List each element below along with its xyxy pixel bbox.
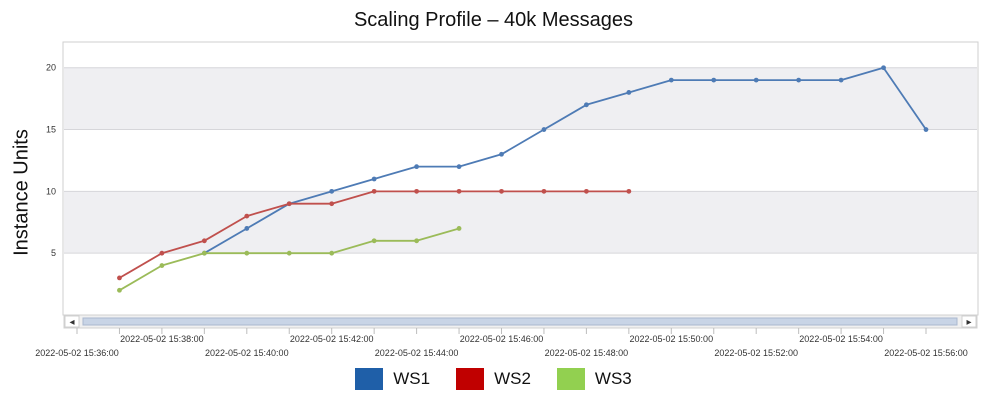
y-tick-label: 20	[46, 63, 56, 73]
legend-swatch	[355, 368, 384, 390]
data-point-ws1	[923, 127, 929, 132]
legend-item-ws1: WS1	[355, 368, 430, 390]
data-point-ws3	[371, 238, 377, 244]
legend-item-ws2: WS2	[456, 368, 531, 390]
data-point-ws1	[711, 77, 717, 83]
data-point-ws2	[456, 188, 462, 194]
data-point-ws2	[414, 188, 419, 194]
horizontal-scrollbar[interactable]: ◂ ▸	[63, 314, 978, 329]
data-point-ws3	[329, 250, 335, 256]
data-point-ws3	[159, 263, 165, 268]
data-point-ws3	[286, 250, 292, 256]
y-tick-labels: 5 10 15 20	[46, 63, 56, 258]
x-tick-label: 2022-05-02 15:54:00	[799, 334, 883, 344]
data-point-ws1	[456, 164, 462, 170]
data-point-ws1	[414, 164, 419, 170]
legend-label: WS1	[393, 369, 431, 388]
data-point-ws1	[753, 77, 759, 83]
data-point-ws3	[201, 250, 207, 256]
chart-title: Scaling Profile – 40k Messages	[353, 9, 634, 31]
x-tick-label: 2022-05-02 15:40:00	[205, 348, 289, 358]
data-point-ws1	[541, 127, 547, 132]
data-point-ws2	[117, 275, 122, 281]
x-tick-label: 2022-05-02 15:50:00	[630, 334, 714, 344]
data-point-ws1	[796, 77, 802, 83]
legend-item-ws3: WS3	[556, 368, 632, 390]
scrollbar-thumb[interactable]	[82, 317, 958, 326]
plot-band	[64, 191, 977, 254]
data-point-ws3	[414, 238, 419, 244]
data-point-ws1	[329, 188, 335, 194]
x-tick-label: 2022-05-02 15:46:00	[460, 334, 544, 344]
plot-band	[64, 67, 977, 130]
legend-label: WS3	[594, 369, 632, 388]
y-tick-label: 5	[51, 248, 56, 258]
x-tick-label: 2022-05-02 15:52:00	[714, 348, 798, 358]
legend-swatch	[456, 368, 485, 390]
data-point-ws1	[499, 151, 504, 157]
legend: WS1 WS2 WS3	[0, 368, 987, 390]
x-tick-label: 2022-05-02 15:42:00	[290, 334, 374, 344]
data-point-ws2	[329, 201, 335, 207]
data-point-ws2	[541, 188, 547, 194]
data-point-ws1	[668, 77, 674, 83]
data-point-ws1	[838, 77, 844, 83]
data-point-ws2	[626, 188, 632, 194]
scroll-left-icon: ◂	[69, 317, 74, 328]
data-point-ws2	[201, 238, 207, 244]
data-point-ws2	[584, 188, 589, 194]
x-tick-label: 2022-05-02 15:56:00	[884, 348, 968, 358]
data-point-ws3	[456, 226, 462, 231]
scroll-right-icon: ▸	[966, 317, 971, 328]
data-point-ws1	[881, 65, 886, 71]
x-tick-label: 2022-05-02 15:38:00	[120, 334, 204, 344]
x-tick-label: 2022-05-02 15:44:00	[375, 348, 459, 358]
data-point-ws2	[371, 188, 377, 194]
data-point-ws2	[499, 188, 504, 194]
scrollbar-right-button[interactable]	[961, 315, 977, 328]
legend-label: WS2	[494, 369, 531, 388]
plot-bands	[64, 67, 977, 254]
x-tick-label: 2022-05-02 15:36:00	[35, 348, 119, 358]
data-point-ws1	[584, 102, 589, 108]
y-tick-label: 10	[46, 186, 56, 196]
series-layer	[117, 65, 929, 293]
legend-swatch	[556, 368, 585, 390]
y-tick-label: 15	[46, 125, 56, 135]
data-point-ws1	[371, 176, 377, 182]
data-point-ws3	[117, 287, 122, 293]
data-point-ws1	[244, 226, 250, 231]
data-point-ws1	[626, 90, 632, 95]
data-point-ws2	[159, 250, 165, 256]
scrollbar-left-button[interactable]	[64, 315, 80, 328]
data-point-ws3	[244, 250, 250, 256]
series-line-ws1	[203, 66, 927, 254]
data-point-ws2	[286, 201, 292, 207]
data-point-ws2	[244, 213, 250, 219]
x-tick-label: 2022-05-02 15:48:00	[545, 348, 629, 358]
